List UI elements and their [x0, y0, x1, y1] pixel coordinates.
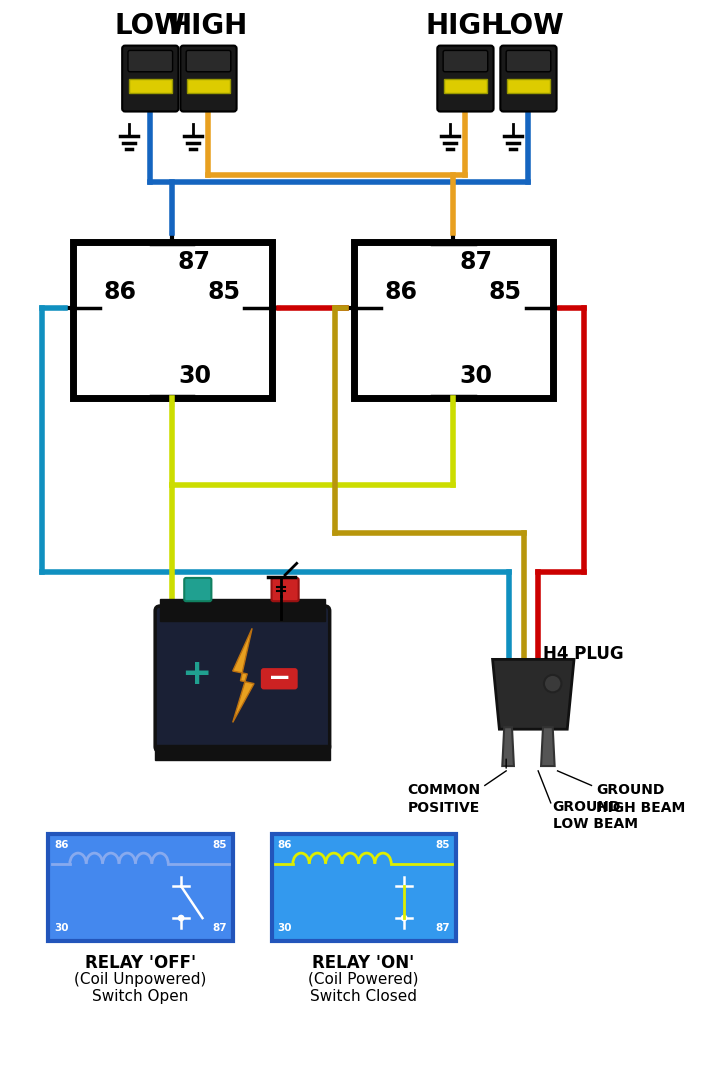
- FancyBboxPatch shape: [443, 51, 488, 72]
- FancyBboxPatch shape: [271, 578, 299, 601]
- Text: HIGH: HIGH: [426, 12, 505, 40]
- Text: 85: 85: [212, 839, 227, 850]
- Text: COMMON
POSITIVE: COMMON POSITIVE: [407, 783, 480, 815]
- FancyBboxPatch shape: [271, 834, 456, 940]
- Text: HIGH: HIGH: [169, 12, 248, 40]
- Text: 87: 87: [459, 251, 492, 274]
- Text: Switch Closed: Switch Closed: [310, 989, 417, 1004]
- Text: 87: 87: [212, 923, 227, 933]
- Polygon shape: [541, 727, 554, 766]
- Text: +: +: [181, 657, 211, 691]
- FancyBboxPatch shape: [180, 45, 237, 112]
- Text: 87: 87: [435, 923, 450, 933]
- Text: 85: 85: [435, 839, 450, 850]
- Text: GROUND
LOW BEAM: GROUND LOW BEAM: [552, 799, 638, 832]
- Text: LOW: LOW: [493, 12, 564, 40]
- Bar: [155, 745, 329, 761]
- Bar: [187, 79, 230, 94]
- Text: 87: 87: [178, 251, 211, 274]
- FancyBboxPatch shape: [48, 834, 233, 940]
- Text: −: −: [268, 664, 291, 692]
- Text: 86: 86: [385, 280, 418, 303]
- FancyBboxPatch shape: [506, 51, 551, 72]
- FancyBboxPatch shape: [261, 668, 298, 690]
- Polygon shape: [233, 628, 254, 722]
- FancyBboxPatch shape: [186, 51, 231, 72]
- FancyBboxPatch shape: [128, 51, 172, 72]
- FancyBboxPatch shape: [155, 606, 329, 751]
- Circle shape: [544, 675, 562, 692]
- Bar: [507, 79, 550, 94]
- FancyBboxPatch shape: [122, 45, 179, 112]
- FancyBboxPatch shape: [501, 45, 557, 112]
- Polygon shape: [493, 660, 574, 730]
- Bar: [444, 79, 486, 94]
- Text: 30: 30: [459, 364, 492, 387]
- Text: GROUND
HIGH BEAM: GROUND HIGH BEAM: [597, 783, 686, 815]
- Text: (Coil Unpowered): (Coil Unpowered): [74, 972, 207, 987]
- Text: (Coil Powered): (Coil Powered): [308, 972, 419, 987]
- Text: Switch Open: Switch Open: [93, 989, 189, 1004]
- Text: 30: 30: [178, 364, 211, 387]
- Polygon shape: [503, 727, 514, 766]
- Text: 30: 30: [54, 923, 69, 933]
- Text: 86: 86: [54, 839, 69, 850]
- Circle shape: [178, 915, 184, 921]
- Bar: [354, 242, 552, 397]
- Text: RELAY 'ON': RELAY 'ON': [313, 954, 415, 972]
- Bar: [73, 242, 271, 397]
- Bar: [129, 79, 172, 94]
- Text: 30: 30: [278, 923, 292, 933]
- Bar: [160, 599, 325, 621]
- Text: 85: 85: [489, 280, 522, 303]
- Text: 85: 85: [207, 280, 240, 303]
- Circle shape: [401, 915, 407, 921]
- Text: H4 PLUG: H4 PLUG: [543, 645, 624, 663]
- Text: LOW: LOW: [115, 12, 186, 40]
- Text: RELAY 'OFF': RELAY 'OFF': [85, 954, 196, 972]
- Text: 86: 86: [104, 280, 137, 303]
- FancyBboxPatch shape: [184, 578, 212, 601]
- Text: 86: 86: [278, 839, 292, 850]
- FancyBboxPatch shape: [437, 45, 494, 112]
